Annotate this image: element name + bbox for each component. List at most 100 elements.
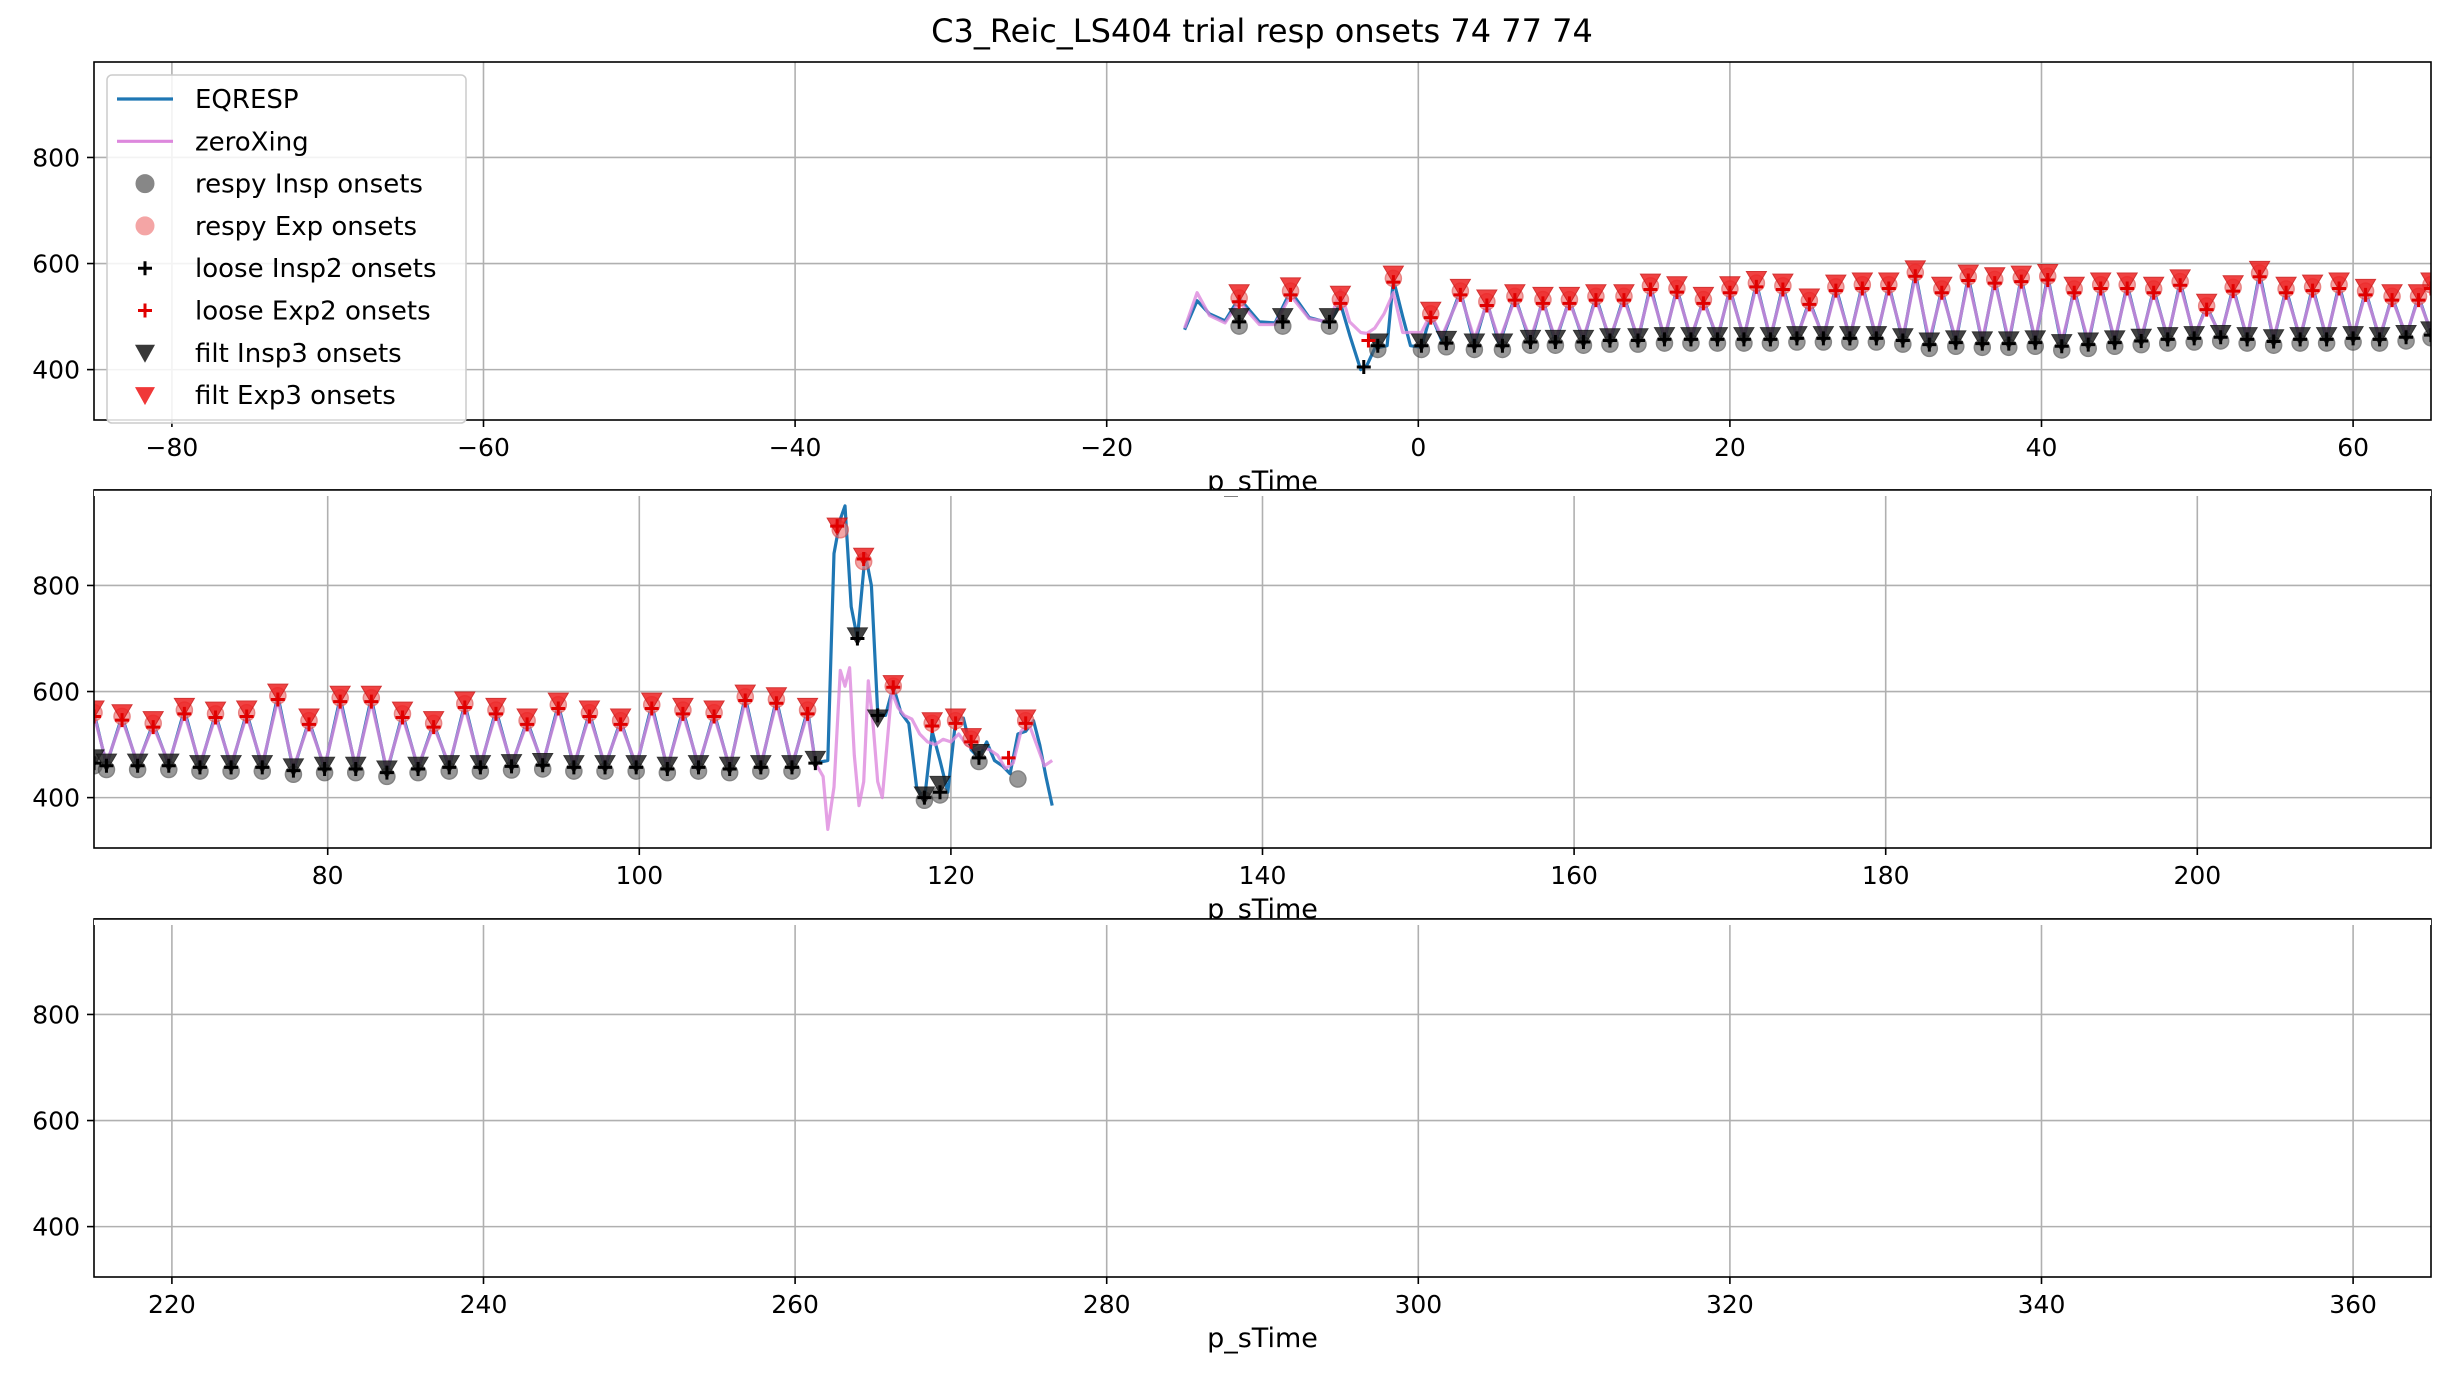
label-cover-2 [94, 919, 2431, 925]
loose-exp2-onset [1386, 275, 1401, 290]
loose-insp2-onset [2266, 334, 2281, 349]
loose-exp2-onset [964, 734, 979, 749]
loose-insp2-onset [1869, 331, 1884, 346]
loose-exp2-onset [1453, 287, 1468, 302]
loose-exp2-onset [2411, 293, 2426, 308]
loose-insp2-onset [1710, 332, 1725, 347]
y-tick-label: 600 [32, 678, 80, 707]
loose-insp2-onset [1495, 338, 1510, 353]
loose-insp2-onset [1948, 335, 1963, 350]
loose-exp2-onset [1562, 296, 1577, 311]
loose-insp2-onset [317, 761, 332, 776]
x-tick-label: 120 [927, 861, 975, 890]
loose-exp2-onset [364, 694, 379, 709]
legend-label: EQRESP [195, 85, 299, 115]
filt-exp3-onset [1329, 285, 1352, 305]
loose-insp2-onset [1275, 314, 1290, 329]
legend-label: respy Insp onsets [195, 170, 423, 200]
loose-exp2-onset [613, 717, 628, 732]
loose-insp2-onset [971, 750, 986, 765]
loose-exp2-onset [1696, 296, 1711, 311]
loose-insp2-onset [1356, 359, 1371, 374]
filt-exp3-onset [1692, 286, 1715, 306]
x-tick-label: 160 [1550, 861, 1598, 890]
loose-insp2-onset [1895, 333, 1910, 348]
loose-insp2-onset [870, 708, 885, 723]
legend-triangle-swatch [135, 387, 155, 406]
panel-data [94, 504, 1054, 831]
loose-exp2-onset [1722, 285, 1737, 300]
loose-exp2-onset [948, 716, 963, 731]
loose-insp2-onset [2001, 336, 2016, 351]
loose-insp2-onset [1789, 331, 1804, 346]
loose-exp2-onset [1283, 287, 1298, 302]
loose-insp2-onset [1523, 335, 1538, 350]
legend-label: zeroXing [195, 127, 309, 157]
x-tick-label: 280 [1083, 1290, 1131, 1319]
loose-exp2-onset [395, 710, 410, 725]
legend-circle-swatch [135, 174, 155, 194]
legend-label: filt Insp3 onsets [195, 339, 402, 369]
loose-insp2-onset [2399, 330, 2414, 345]
loose-insp2-onset [932, 785, 947, 800]
loose-exp2-onset [239, 709, 254, 724]
filt-exp3-onset [1719, 276, 1741, 295]
x-axis-label: p_sTime [1207, 1323, 1318, 1354]
loose-insp2-onset [535, 758, 550, 773]
loose-insp2-onset [2134, 333, 2149, 348]
loose-exp2-onset [1855, 281, 1870, 296]
loose-exp2-onset [1232, 294, 1247, 309]
loose-exp2-onset [2226, 284, 2241, 299]
loose-exp2-onset [94, 709, 101, 724]
filt-exp3-onset [1228, 284, 1251, 303]
y-tick-label: 600 [32, 1107, 80, 1136]
loose-insp2-onset [1763, 332, 1778, 347]
loose-exp2-onset [2173, 278, 2188, 293]
zeroxing-line [94, 666, 1054, 831]
y-tick-label: 800 [32, 1000, 80, 1029]
loose-exp2-onset [457, 700, 472, 715]
loose-exp2-onset [856, 551, 871, 566]
loose-insp2-onset [1630, 333, 1645, 348]
loose-exp2-onset [2146, 285, 2161, 300]
loose-insp2-onset [2081, 337, 2096, 352]
x-tick-label: 60 [2337, 433, 2369, 462]
loose-exp2-onset [270, 692, 285, 707]
filt-exp3-onset [94, 700, 105, 720]
legend: EQRESP zeroXing respy Insp onsets respy Exp… [106, 74, 467, 424]
loose-insp2-onset [753, 760, 768, 775]
legend-circle-swatch [135, 216, 155, 236]
loose-exp2-onset [1616, 293, 1631, 308]
loose-exp2-onset [1669, 285, 1684, 300]
loose-insp2-onset [784, 760, 799, 775]
loose-insp2-onset [504, 759, 519, 774]
loose-insp2-onset [598, 760, 613, 775]
loose-exp2-onset [488, 706, 503, 721]
x-tick-label: −20 [1080, 433, 1133, 462]
loose-insp2-onset [1576, 335, 1591, 350]
loose-exp2-onset [1361, 333, 1376, 348]
loose-exp2-onset [2332, 281, 2347, 296]
loose-insp2-onset [2160, 332, 2175, 347]
loose-exp2-onset [925, 719, 940, 734]
respy-insp-onset [1009, 770, 1027, 788]
loose-exp2-onset [2385, 293, 2400, 308]
y-tick-label: 400 [32, 1213, 80, 1242]
loose-insp2-onset [1439, 336, 1454, 351]
y-tick-label: 400 [32, 356, 80, 385]
loose-insp2-onset [722, 761, 737, 776]
x-tick-label: 360 [2329, 1290, 2377, 1319]
loose-exp2-onset [675, 706, 690, 721]
loose-exp2-onset [2305, 283, 2320, 298]
loose-exp2-onset [582, 709, 597, 724]
x-tick-label: 100 [615, 861, 663, 890]
panel-3: 220 240 260 280 300 320 340 360 400 600 800 p_sTime [32, 918, 2432, 1354]
loose-insp2-onset [691, 760, 706, 775]
y-tick-label: 800 [32, 571, 80, 600]
x-tick-label: 180 [1862, 861, 1910, 890]
loose-exp2-onset [1333, 296, 1348, 311]
loose-insp2-onset [2240, 332, 2255, 347]
label-cover-1 [94, 490, 2431, 496]
loose-exp2-onset [1775, 282, 1790, 297]
x-tick-label: −80 [146, 433, 199, 462]
